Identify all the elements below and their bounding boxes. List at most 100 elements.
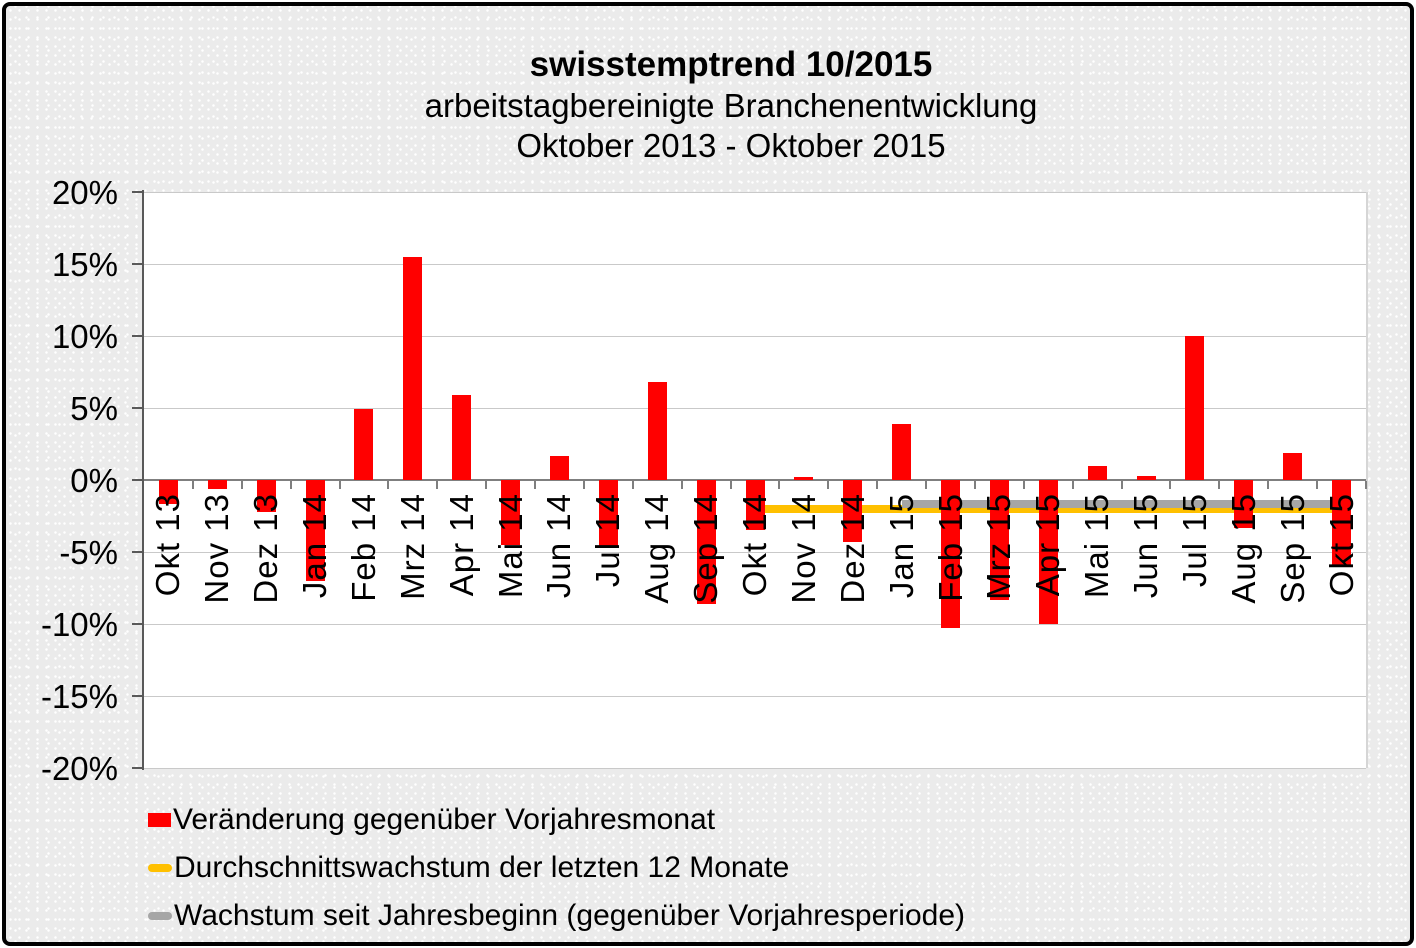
bar xyxy=(1234,480,1254,528)
chart-subtitle-line1: arbeitstagbereinigte Branchenentwicklung xyxy=(424,87,1038,124)
x-axis-label: Apr 14 xyxy=(442,493,480,597)
chart-header: swisstemptrend 10/2015 arbeitstagbereini… xyxy=(52,44,1410,166)
gridline--5% xyxy=(144,551,1366,553)
x-axis-label: Feb 15 xyxy=(931,493,969,602)
legend-line-swatch xyxy=(148,912,172,920)
bar xyxy=(549,455,569,480)
bar xyxy=(256,480,276,512)
x-axis-label: Sep 15 xyxy=(1273,493,1311,604)
gridline-10% xyxy=(144,335,1366,337)
gridline-5% xyxy=(144,407,1366,409)
y-axis-label: -5% xyxy=(59,534,118,571)
bar xyxy=(843,480,863,542)
legend-label: Durchschnittswachstum der letzten 12 Mon… xyxy=(174,851,790,884)
y-axis-tick xyxy=(132,551,143,553)
y-axis-tick xyxy=(132,695,143,697)
bar xyxy=(1038,480,1058,624)
y-axis-label: -20% xyxy=(40,750,118,787)
y-axis-label: -15% xyxy=(40,678,118,715)
bar xyxy=(1185,336,1205,480)
x-axis-label: Dez 14 xyxy=(833,493,871,604)
x-axis-tick xyxy=(1365,481,1367,489)
x-axis-tick xyxy=(191,481,194,489)
y-axis-label: -10% xyxy=(40,606,118,643)
x-axis-label: Mrz 14 xyxy=(393,493,431,600)
x-axis-label: Jul 14 xyxy=(589,493,627,588)
x-axis-label: Feb 14 xyxy=(344,493,382,602)
x-axis-label: Okt 13 xyxy=(149,493,187,597)
bar xyxy=(1136,475,1156,480)
gridline--15% xyxy=(144,695,1366,697)
y-axis-tick xyxy=(132,767,143,769)
x-axis-tick xyxy=(876,481,879,489)
x-axis-tick xyxy=(1218,481,1221,489)
x-axis-tick xyxy=(1267,481,1270,489)
x-axis-tick xyxy=(1071,481,1074,489)
legend-item: Veränderung gegenüber Vorjahresmonat xyxy=(148,796,965,844)
y-axis-tick xyxy=(132,479,143,481)
bar xyxy=(403,256,423,480)
legend-item: Durchschnittswachstum der letzten 12 Mon… xyxy=(148,844,965,892)
bar xyxy=(501,480,521,545)
legend-item: Wachstum seit Jahresbeginn (gegenüber Vo… xyxy=(148,892,965,940)
bar xyxy=(696,480,716,604)
x-axis-label: Sep 14 xyxy=(687,493,725,604)
x-axis-label: Okt 14 xyxy=(736,493,773,597)
x-axis-label: Mrz 15 xyxy=(980,493,1018,600)
x-axis-tick xyxy=(778,481,781,489)
x-axis-tick xyxy=(827,481,830,489)
bar xyxy=(452,395,472,480)
y-axis-label: 15% xyxy=(51,246,118,283)
bar xyxy=(598,480,618,547)
x-axis-tick xyxy=(1022,481,1025,489)
plot-area: Okt 13 Nov 13 Dez 13 Jan 14 Feb 14 Mrz 14 Apr … xyxy=(144,191,1368,769)
bar xyxy=(207,480,227,489)
x-axis-label: Jun 14 xyxy=(540,493,578,599)
y-axis-label: 5% xyxy=(70,390,118,427)
legend-bar-swatch xyxy=(148,813,171,827)
trend-line xyxy=(901,500,1342,509)
x-axis-tick xyxy=(631,481,634,489)
bar xyxy=(794,477,814,480)
legend: Veränderung gegenüber Vorjahresmonat Durc… xyxy=(148,796,965,940)
bar xyxy=(941,480,961,629)
x-axis-tick xyxy=(1169,481,1172,489)
bar xyxy=(305,480,325,581)
x-axis-tick xyxy=(680,481,683,489)
y-axis-tick xyxy=(132,623,143,625)
bar xyxy=(1087,465,1107,480)
x-axis-label: Apr 15 xyxy=(1029,493,1067,597)
x-axis-label: Jul 15 xyxy=(1175,493,1213,588)
bar xyxy=(745,480,765,531)
chart-subtitle-line2: Oktober 2013 - Oktober 2015 xyxy=(516,127,946,164)
x-axis-tick xyxy=(289,481,292,489)
x-axis-tick xyxy=(973,481,976,489)
bar xyxy=(1283,452,1303,480)
x-axis-label: Mai 15 xyxy=(1078,493,1116,599)
x-axis-label: Nov 13 xyxy=(198,493,236,604)
x-axis-label: Nov 14 xyxy=(784,493,822,604)
x-axis-tick xyxy=(338,481,341,489)
gridline--10% xyxy=(144,623,1366,625)
x-axis-tick xyxy=(436,481,439,489)
legend-label: Wachstum seit Jahresbeginn (gegenüber Vo… xyxy=(174,899,966,932)
x-axis-label: Jan 15 xyxy=(882,493,920,599)
legend-line-swatch xyxy=(148,864,172,872)
bar xyxy=(1332,480,1352,567)
x-axis-label: Aug 15 xyxy=(1224,493,1262,604)
x-axis-tick xyxy=(240,481,243,489)
gridline-20% xyxy=(144,191,1366,193)
x-axis-tick xyxy=(534,481,537,489)
bar xyxy=(354,409,374,480)
x-axis-label: Okt 15 xyxy=(1322,493,1360,597)
x-axis-label: Dez 13 xyxy=(247,493,285,604)
legend-label: Veränderung gegenüber Vorjahresmonat xyxy=(173,803,716,836)
y-axis-tick xyxy=(132,335,143,337)
x-axis-tick xyxy=(729,481,732,489)
y-axis-label: 0% xyxy=(70,462,118,499)
x-axis-tick xyxy=(925,481,928,489)
y-axis-line xyxy=(142,190,144,770)
y-axis-tick xyxy=(132,263,143,265)
x-axis-label: Jun 15 xyxy=(1127,493,1165,599)
